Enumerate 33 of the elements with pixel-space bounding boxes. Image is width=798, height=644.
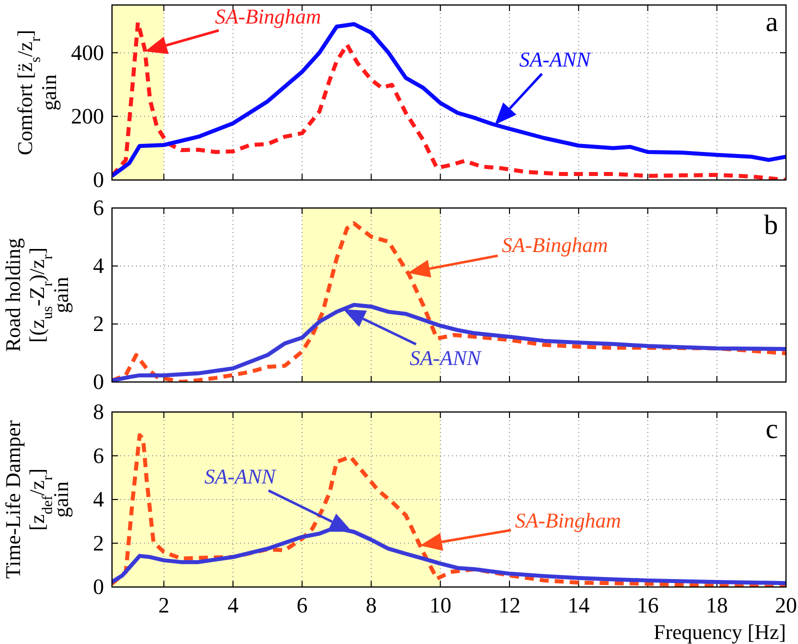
x-tick-label: 4 <box>227 592 238 618</box>
x-tick-label: 18 <box>706 592 728 618</box>
text: SA-Bingham <box>502 232 608 257</box>
y-tick-label: 8 <box>93 399 104 424</box>
y-tick-label: 2 <box>93 530 104 556</box>
y-tick-label: 0 <box>93 369 104 394</box>
y-tick-label: 6 <box>93 195 104 220</box>
text: SA-ANN <box>204 464 277 488</box>
x-tick-label: 10 <box>429 592 452 618</box>
chart-title: c <box>766 414 778 445</box>
y-tick-label: 6 <box>93 442 104 468</box>
series-label: SA-Bingham <box>214 4 322 28</box>
x-axis-title: Frequency [Hz] <box>654 620 786 644</box>
text: SA-Bingham <box>514 508 622 532</box>
y-tick-label: 0 <box>93 167 104 192</box>
x-tick-label: 16 <box>636 592 659 618</box>
text: SA-ANN <box>519 48 592 72</box>
y-tick-label: 0 <box>93 574 104 600</box>
x-tick-label: 12 <box>498 592 520 618</box>
y-tick-label: 4 <box>93 486 104 512</box>
x-tick-label: 20 <box>775 592 797 618</box>
legend-label: SA-ANN <box>410 346 482 370</box>
x-tick-label: 2 <box>158 592 170 618</box>
y-tick-label: 4 <box>93 253 104 278</box>
chart-title: b <box>764 210 778 241</box>
line-series <box>112 302 786 382</box>
y-tick-label: 200 <box>71 103 104 128</box>
y-tick-label: 400 <box>71 40 104 65</box>
y-tick-label: 2 <box>93 311 104 336</box>
chart-title: a <box>766 7 779 38</box>
x-tick-label: 14 <box>568 592 590 618</box>
x-tick-label: 6 <box>296 592 308 618</box>
x-tick-label: 8 <box>366 592 377 618</box>
